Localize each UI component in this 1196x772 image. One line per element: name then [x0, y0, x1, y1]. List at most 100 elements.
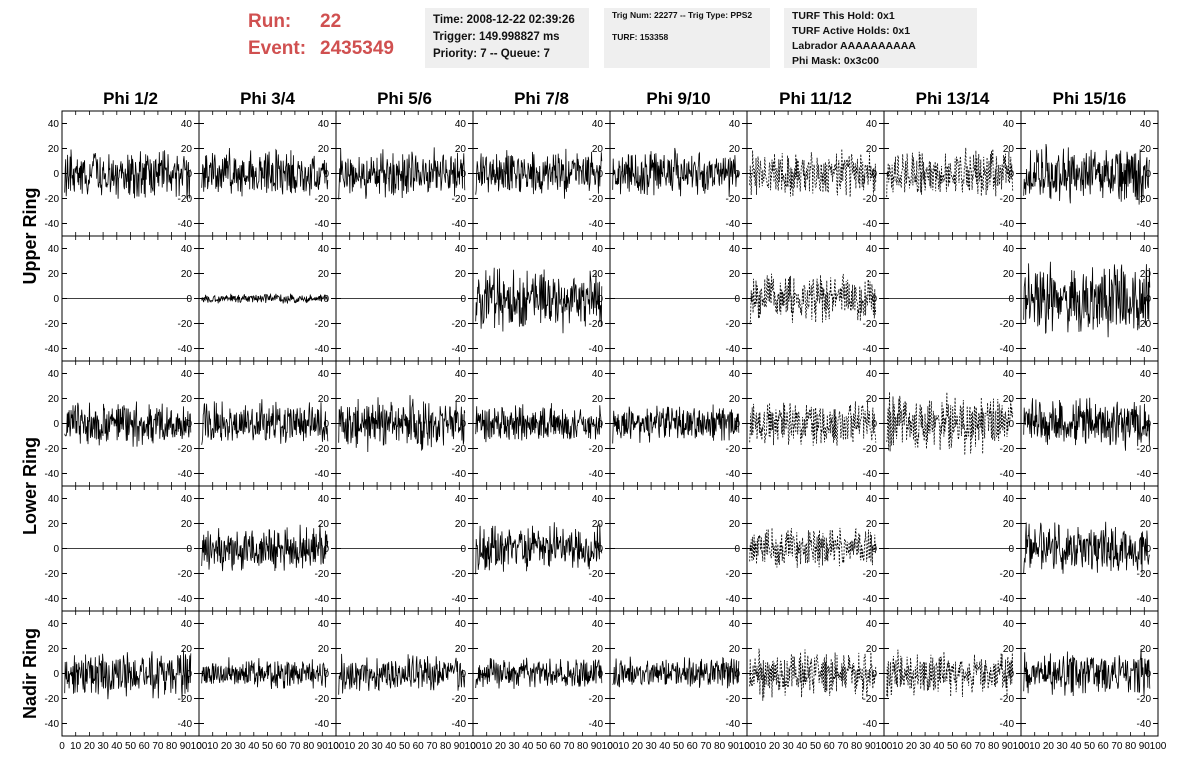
- waveform-trace: [749, 273, 877, 325]
- y-tick-label: -40: [863, 594, 878, 605]
- y-tick-label: 20: [592, 519, 604, 530]
- y-tick-label: -40: [315, 344, 330, 355]
- x-tick-label: 80: [988, 741, 1000, 752]
- y-tick-label: -20: [452, 444, 467, 455]
- y-tick-label: 20: [729, 519, 741, 530]
- y-tick-label: 40: [181, 494, 193, 505]
- y-tick-label: -40: [1000, 344, 1015, 355]
- y-tick-label: 40: [592, 494, 604, 505]
- y-tick-label: 40: [1140, 619, 1152, 630]
- y-tick-label: 20: [318, 644, 330, 655]
- x-tick-label: 0: [1018, 741, 1024, 752]
- y-tick-label: 20: [866, 644, 878, 655]
- waveform-trace: [201, 292, 329, 304]
- x-tick-label: 50: [125, 741, 137, 752]
- y-tick-label: 20: [1003, 519, 1015, 530]
- y-tick-label: 40: [455, 369, 467, 380]
- waveform-trace: [1023, 261, 1151, 338]
- y-tick-label: 40: [181, 244, 193, 255]
- x-tick-label: 30: [235, 741, 247, 752]
- y-tick-label: 0: [186, 419, 192, 430]
- x-tick-label: 70: [974, 741, 986, 752]
- y-tick-label: 40: [48, 369, 60, 380]
- turf-this-hold-text: TURF This Hold: 0x1: [792, 10, 895, 22]
- y-tick-label: 40: [181, 119, 193, 130]
- waveform-trace: [201, 524, 329, 572]
- y-tick-label: 20: [729, 144, 741, 155]
- y-tick-label: 0: [734, 294, 740, 305]
- trig-num-text: Trig Num: 22277 -- Trig Type: PPS2: [612, 10, 753, 20]
- y-tick-label: 0: [460, 419, 466, 430]
- x-tick-label: 20: [221, 741, 233, 752]
- y-tick-label: -40: [1137, 219, 1152, 230]
- x-tick-label: 90: [728, 741, 740, 752]
- y-tick-label: 40: [729, 119, 741, 130]
- y-tick-label: 20: [455, 144, 467, 155]
- y-tick-label: 0: [1145, 669, 1151, 680]
- y-tick-label: 40: [1140, 119, 1152, 130]
- x-tick-label: 0: [196, 741, 202, 752]
- plot-frame: [609, 610, 748, 737]
- waveform-trace: [1023, 143, 1151, 205]
- x-tick-label: 100: [739, 741, 756, 752]
- y-tick-label: -40: [726, 469, 741, 480]
- y-tick-label: 0: [734, 419, 740, 430]
- y-tick-label: -20: [178, 444, 193, 455]
- waveform-trace: [1023, 521, 1150, 574]
- run-label: Run:: [248, 11, 292, 32]
- x-tick-label: 60: [139, 741, 151, 752]
- y-tick-label: 0: [460, 669, 466, 680]
- y-tick-label: -20: [315, 694, 330, 705]
- run-value: 22: [320, 11, 342, 32]
- y-tick-label: -40: [315, 719, 330, 730]
- y-tick-label: 40: [866, 369, 878, 380]
- y-tick-label: 20: [318, 144, 330, 155]
- x-tick-label: 0: [744, 741, 750, 752]
- turf-text: TURF: 153358: [612, 32, 669, 42]
- x-tick-label: 0: [59, 741, 65, 752]
- x-tick-label: 30: [646, 741, 658, 752]
- x-tick-label: 70: [1111, 741, 1123, 752]
- y-tick-label: 0: [323, 544, 329, 555]
- y-tick-label: -20: [1137, 194, 1152, 205]
- y-tick-label: 0: [460, 169, 466, 180]
- y-tick-label: -20: [178, 569, 193, 580]
- y-tick-label: -20: [589, 319, 604, 330]
- turf-active-holds-text: TURF Active Holds: 0x1: [792, 25, 911, 37]
- y-tick-label: 20: [592, 394, 604, 405]
- x-tick-label: 30: [920, 741, 932, 752]
- waveform-trace: [475, 522, 603, 575]
- y-tick-label: 0: [186, 544, 192, 555]
- y-tick-label: 40: [866, 119, 878, 130]
- y-tick-label: 40: [866, 244, 878, 255]
- x-tick-label: 0: [881, 741, 887, 752]
- y-tick-label: 40: [455, 119, 467, 130]
- x-tick-label: 40: [111, 741, 123, 752]
- y-tick-label: -20: [589, 694, 604, 705]
- y-tick-label: -20: [452, 194, 467, 205]
- y-tick-label: -20: [178, 319, 193, 330]
- x-tick-label: 20: [906, 741, 918, 752]
- waveform-trace: [886, 649, 1014, 698]
- waveform-trace: [749, 527, 877, 568]
- waveform-trace: [201, 147, 329, 197]
- y-tick-label: 20: [181, 394, 193, 405]
- y-tick-label: 20: [1003, 144, 1015, 155]
- y-tick-label: -40: [863, 344, 878, 355]
- y-tick-label: -40: [452, 719, 467, 730]
- y-tick-label: 40: [592, 119, 604, 130]
- y-tick-label: 0: [53, 669, 59, 680]
- y-tick-label: 40: [1003, 619, 1015, 630]
- y-tick-label: 40: [1140, 369, 1152, 380]
- y-tick-label: 0: [871, 544, 877, 555]
- y-tick-label: -20: [726, 194, 741, 205]
- waveform-trace: [749, 648, 877, 701]
- y-tick-label: -20: [315, 319, 330, 330]
- y-tick-label: 40: [181, 369, 193, 380]
- time-text: Time: 2008-12-22 02:39:26: [433, 14, 575, 26]
- y-tick-label: -40: [45, 344, 60, 355]
- x-tick-label: 60: [550, 741, 562, 752]
- row-label: Upper Ring: [20, 188, 40, 285]
- y-tick-label: 0: [460, 294, 466, 305]
- y-tick-label: 0: [1008, 169, 1014, 180]
